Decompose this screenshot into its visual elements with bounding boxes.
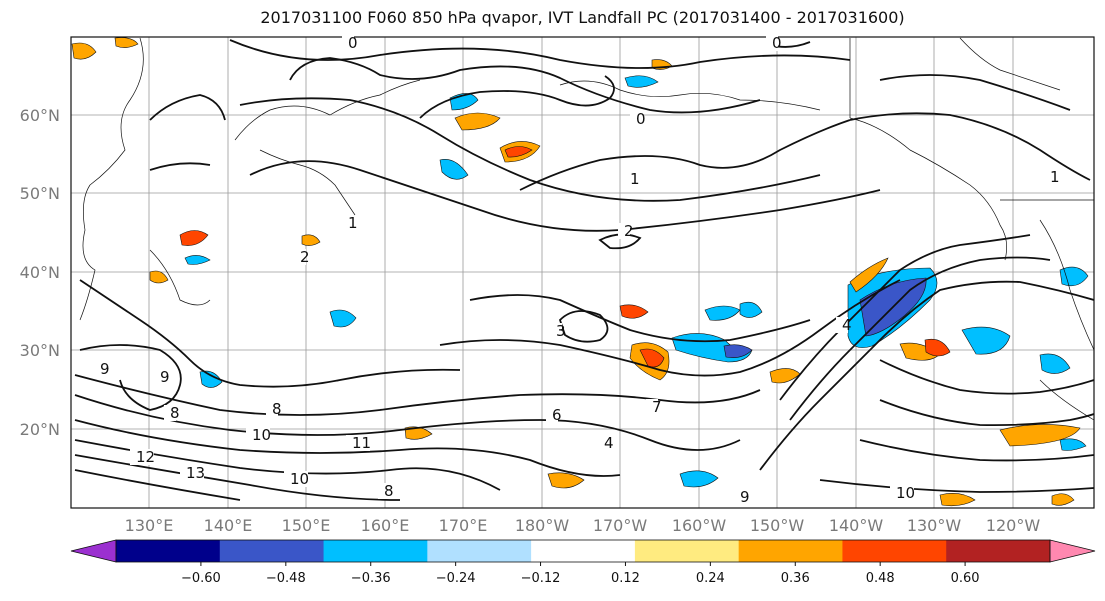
colorbar-tick-label: −0.36 [351, 571, 391, 586]
contour-label: 4 [604, 434, 614, 452]
contour-label: 0 [348, 34, 358, 52]
lon-label: 150°W [750, 516, 805, 535]
contour-label-bg [342, 35, 354, 51]
lat-label-30n: 30°N [20, 341, 60, 360]
contour-label: 7 [652, 398, 662, 416]
lon-label: 150°E [282, 516, 331, 535]
contour-label: 1 [1050, 168, 1060, 186]
contour-label-bg [164, 405, 176, 421]
contour-label: 10 [290, 470, 309, 488]
contour-label: 1 [348, 214, 358, 232]
colorbar-extend-low [70, 539, 117, 563]
contour-label-bg [646, 399, 658, 415]
contour-label: 6 [552, 406, 562, 424]
latitude-labels: 60°N 50°N 40°N 30°N 20°N [20, 106, 60, 439]
lon-label: 130°E [125, 516, 174, 535]
map-title: 2017031100 F060 850 hPa qvapor, IVT Land… [260, 8, 905, 27]
contour-label: 2 [300, 248, 310, 266]
colorbar-swatch [738, 540, 843, 562]
colorbar-tick-label: 0.24 [696, 571, 725, 586]
contour-label-bg [836, 317, 848, 333]
lon-label: 160°W [672, 516, 727, 535]
lon-label: 130°W [907, 516, 962, 535]
lon-label: 170°E [439, 516, 488, 535]
lon-label: 120°W [986, 516, 1041, 535]
contour-label: 8 [384, 482, 394, 500]
contour-label-bg [890, 485, 914, 501]
colorbar-tick-label: −0.60 [181, 571, 221, 586]
colorbar-tick-label: −0.12 [521, 571, 561, 586]
contour-lines [74, 39, 1094, 501]
contour-label-bg [130, 449, 154, 465]
contour-label-bg [180, 465, 204, 481]
contour-label-bg [546, 407, 558, 423]
lat-label-40n: 40°N [20, 263, 60, 282]
contour-label: 0 [636, 110, 646, 128]
lat-label-60n: 60°N [20, 106, 60, 125]
contour-label: 3 [556, 322, 566, 340]
colorbar-tick-label: 0.12 [611, 571, 640, 586]
contour-label-bg [624, 171, 636, 187]
contour-label: 9 [160, 368, 170, 386]
colorbar-tick-label: 0.48 [866, 571, 895, 586]
contour-label-bg [550, 323, 562, 339]
contour-label: 13 [186, 464, 205, 482]
colorbar-swatch [946, 540, 1051, 562]
colorbar-swatch [116, 540, 221, 562]
contour-label-bg [94, 361, 106, 377]
contour-label-bg [266, 401, 278, 417]
coastlines [79, 37, 1094, 421]
contour-label: 12 [136, 448, 155, 466]
colorbar [70, 539, 1096, 563]
contour-label: 8 [170, 404, 180, 422]
colorbar-swatch [531, 540, 636, 562]
lon-label: 140°W [829, 516, 884, 535]
contour-label: 0 [772, 34, 782, 52]
colorbar-tick-label: −0.24 [436, 571, 476, 586]
contour-label: 4 [842, 316, 852, 334]
lon-label: 140°E [204, 516, 253, 535]
colorbar-swatch [427, 540, 532, 562]
map-frame [70, 36, 1095, 509]
contour-label-bg [378, 483, 390, 499]
lon-label: 170°W [593, 516, 648, 535]
contour-label: 9 [740, 488, 750, 506]
contour-label-bg [734, 489, 746, 505]
contour-label-bg [246, 427, 270, 443]
contour-label-bg [346, 435, 370, 451]
colorbar-swatch [219, 540, 325, 562]
contour-label-bg [766, 35, 778, 51]
contour-label-bg [598, 435, 610, 451]
lon-label: 160°E [361, 516, 410, 535]
lon-label: 180°W [515, 516, 570, 535]
contour-label-bg [1044, 169, 1056, 185]
colorbar-ticks: −0.60 −0.48 −0.36 −0.24 −0.12 0.12 0.24 0.36 0.4… [181, 562, 980, 586]
colorbar-extend-high [1049, 539, 1096, 563]
contour-label: 9 [100, 360, 110, 378]
colorbar-swatch [842, 540, 947, 562]
colorbar-swatch [323, 540, 428, 562]
contour-label-bg [618, 223, 630, 239]
contour-label: 2 [624, 222, 634, 240]
longitude-labels: 130°E 140°E 150°E 160°E 170°E 180°W 170°… [125, 516, 1041, 535]
contour-label-bg [284, 471, 308, 487]
colorbar-tick-label: −0.48 [266, 571, 306, 586]
colorbar-swatch [634, 540, 740, 562]
colorbar-tick-label: 0.36 [781, 571, 810, 586]
contour-label: 11 [352, 434, 371, 452]
lat-label-50n: 50°N [20, 184, 60, 203]
colorbar-outline [115, 539, 1051, 563]
contour-label: 10 [896, 484, 915, 502]
contour-label: 8 [272, 400, 282, 418]
contour-label-bg [630, 111, 642, 127]
contour-label-bg [342, 215, 354, 231]
contour-label-bg [154, 369, 166, 385]
contour-label: 1 [630, 170, 640, 188]
contour-label-bg [294, 249, 306, 265]
colorbar-tick-label: 0.60 [951, 571, 980, 586]
contour-label: 10 [252, 426, 271, 444]
lat-label-20n: 20°N [20, 420, 60, 439]
